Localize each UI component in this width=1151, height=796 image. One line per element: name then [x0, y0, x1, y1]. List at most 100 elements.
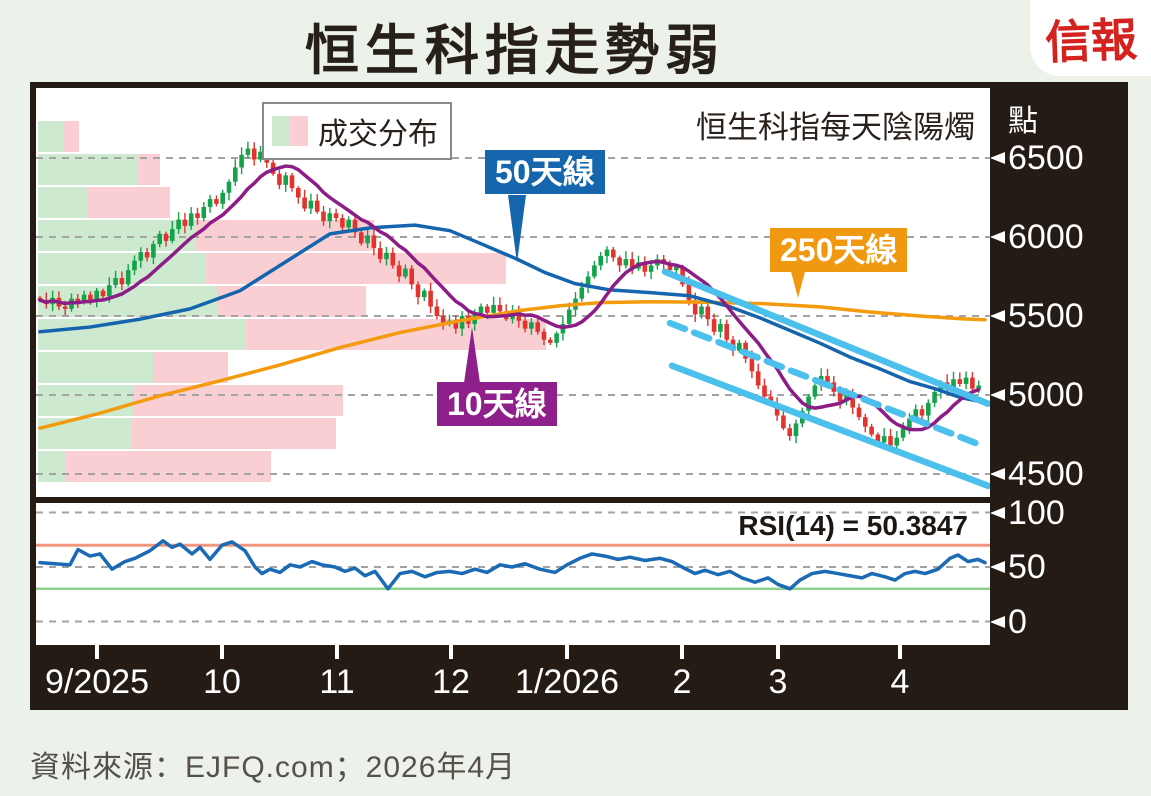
candle-body: [856, 407, 862, 418]
candle-body: [598, 255, 603, 266]
month-tick-icon: [220, 645, 224, 659]
candle-body: [919, 409, 925, 416]
candle-body: [755, 371, 761, 386]
candle-body: [88, 294, 93, 301]
candle-body: [485, 306, 490, 313]
candle-body: [100, 290, 106, 297]
candle-body: [604, 249, 610, 256]
rsi-tick-icon: [990, 561, 1005, 573]
ma250-callout-pointer-icon: [790, 268, 806, 298]
candle-body: [144, 252, 150, 258]
candle-body: [478, 306, 484, 313]
candle-body: [390, 252, 396, 266]
candle-body: [422, 290, 427, 298]
ma50-callout: 50天線: [485, 150, 605, 194]
candle-body: [321, 211, 326, 222]
candle-body: [762, 385, 767, 397]
candle-body: [371, 235, 377, 249]
ma250-callout: 250天線: [770, 228, 908, 272]
volume-bar-pink: [218, 286, 366, 317]
candle-body: [409, 268, 414, 285]
volume-bar-pink: [131, 418, 336, 449]
volume-bar-green: [38, 385, 133, 416]
candle-body: [359, 232, 364, 244]
candle-body: [239, 154, 244, 168]
candle-body: [850, 393, 855, 408]
candle-body: [296, 188, 301, 198]
candle-body: [333, 213, 339, 219]
price-tick-label: 6500: [1008, 139, 1084, 177]
candle-body: [308, 200, 314, 209]
volume-legend-swatch-icon: [272, 116, 308, 146]
month-label: 10: [203, 663, 241, 701]
price-tick-icon: [990, 468, 1005, 480]
candle-body: [176, 219, 181, 230]
price-tick-icon: [990, 389, 1005, 401]
price-chart: [36, 121, 990, 490]
candle-body: [81, 294, 87, 303]
candle-body: [781, 415, 786, 429]
candle-body: [548, 339, 553, 343]
rsi-line: [38, 539, 987, 591]
month-tick-icon: [95, 645, 99, 659]
volume-bar-pink: [88, 187, 170, 218]
candle-body: [844, 393, 849, 402]
candle-body: [812, 385, 818, 397]
candle-body: [774, 402, 780, 416]
candle-body: [831, 382, 837, 392]
ma10-callout-pointer-icon: [464, 327, 480, 383]
candle-body: [737, 342, 742, 351]
candle-body: [686, 284, 692, 301]
candle-body: [963, 377, 969, 384]
candle-body: [314, 200, 320, 212]
price-tick-label: 5500: [1008, 297, 1084, 335]
candle-body: [403, 268, 408, 277]
price-tick-label: 6000: [1008, 218, 1084, 256]
candle-body: [970, 377, 975, 389]
candle-body: [705, 306, 711, 320]
candle-body: [617, 257, 622, 266]
candle-body: [107, 285, 112, 297]
candle-body: [585, 276, 591, 288]
volume-bar-pink: [153, 352, 228, 383]
candle-body: [188, 213, 194, 226]
candle-body: [497, 304, 503, 312]
candle-body: [428, 290, 433, 307]
month-label: 4: [890, 663, 910, 701]
candle-body: [182, 219, 188, 226]
candle-body: [592, 265, 597, 277]
candle-body: [327, 213, 333, 222]
candle-body: [888, 436, 893, 446]
price-tick-icon: [990, 152, 1005, 164]
publisher-logo: 信報: [1043, 12, 1138, 70]
month-tick-icon: [449, 645, 453, 659]
volume-bar-green: [38, 187, 88, 218]
volume-bar-green: [38, 418, 131, 449]
month-tick-icon: [680, 645, 684, 659]
candle-body: [611, 249, 616, 258]
ma50-line: [38, 223, 987, 405]
candle-body: [384, 252, 389, 260]
ma50-callout-pointer-icon: [508, 195, 526, 263]
candle-body: [718, 323, 723, 332]
candle-body: [377, 248, 383, 260]
candle-body: [233, 167, 238, 182]
month-tick-icon: [776, 645, 780, 659]
candle-body: [491, 304, 496, 313]
candle-body: [724, 323, 729, 340]
candle-body: [629, 259, 635, 269]
rsi-tick-label: 0: [1008, 602, 1027, 641]
candle-body: [674, 267, 679, 271]
candle-body: [170, 229, 175, 241]
candle-body: [648, 265, 654, 272]
candle-body: [642, 262, 648, 272]
candle-body: [302, 197, 307, 209]
volume-bar-green: [38, 154, 138, 185]
candle-body: [900, 428, 906, 438]
volume-green-swatch-icon: [272, 116, 290, 146]
candle-body: [787, 428, 792, 437]
volume-bar-green: [38, 352, 153, 383]
candle-body: [125, 270, 131, 285]
candle-body: [522, 320, 528, 329]
month-label: 11: [319, 663, 355, 701]
